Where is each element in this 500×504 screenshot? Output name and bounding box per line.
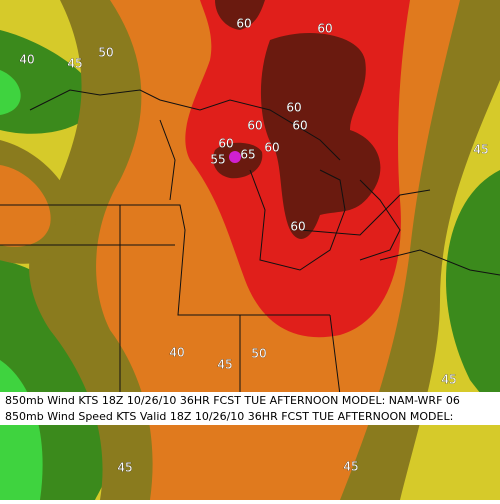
borders <box>0 89 500 396</box>
contour-label: 65 <box>240 148 255 162</box>
contour-label: 45 <box>441 373 456 387</box>
contour-label: 45 <box>473 143 488 157</box>
header-line: 850mb Wind Speed KTS Valid 18Z 10/26/10 … <box>5 410 453 423</box>
green-area <box>0 30 100 134</box>
contour-label: 50 <box>251 347 266 361</box>
contour-label: 45 <box>343 460 358 474</box>
header-band <box>0 392 500 425</box>
state-border <box>0 189 500 396</box>
contour-label: 45 <box>117 461 132 475</box>
contour-label: 45 <box>67 57 82 71</box>
contour-label: 60 <box>218 137 233 151</box>
contour-label: 60 <box>290 220 305 234</box>
contour-label: 50 <box>98 46 113 60</box>
contour-label: 40 <box>19 53 34 67</box>
dark-red-area <box>260 32 381 239</box>
header-line: 850mb Wind KTS 18Z 10/26/10 36HR FCST TU… <box>5 394 460 407</box>
contour-label: 60 <box>264 141 279 155</box>
coastline <box>29 89 401 271</box>
contour-label: 60 <box>286 101 301 115</box>
orange-band <box>0 165 51 247</box>
contour-label: 45 <box>217 358 232 372</box>
contour-label: 40 <box>169 346 184 360</box>
bright-green-area <box>0 70 21 115</box>
contour-label: 60 <box>247 119 262 133</box>
marker <box>229 151 241 163</box>
contour-label: 60 <box>317 22 332 36</box>
dark-red-area <box>215 0 265 30</box>
contour-label: 60 <box>236 17 251 31</box>
contour-label: 60 <box>292 119 307 133</box>
green-area <box>446 170 500 410</box>
contour-label: 55 <box>210 153 225 167</box>
